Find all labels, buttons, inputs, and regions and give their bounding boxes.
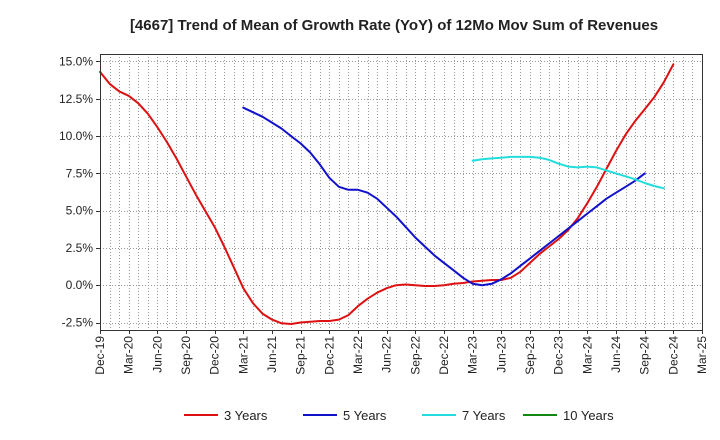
legend-label-5-years: 5 Years — [343, 408, 387, 423]
x-tick-label: Jun-23 — [494, 336, 508, 373]
x-tick-label: Dec-19 — [93, 336, 107, 375]
chart-title: [4667] Trend of Mean of Growth Rate (YoY… — [130, 17, 658, 34]
x-tick-label: Mar-25 — [695, 336, 709, 374]
y-tick-label: 5.0% — [66, 204, 94, 218]
x-tick-label: Jun-22 — [380, 336, 394, 373]
x-tick-label: Mar-20 — [122, 336, 136, 374]
x-tick-label: Jun-20 — [150, 336, 164, 373]
y-tick-label: 10.0% — [59, 129, 93, 143]
legend-label-7-years: 7 Years — [462, 408, 506, 423]
x-tick-label: Dec-21 — [322, 336, 336, 375]
x-tick-label: Sep-21 — [294, 336, 308, 375]
y-tick-label: 2.5% — [66, 241, 94, 255]
y-tick-label: -2.5% — [62, 316, 94, 330]
legend-label-3-years: 3 Years — [224, 408, 268, 423]
series-line-5-years — [242, 106, 646, 287]
y-tick-label: 12.5% — [59, 92, 93, 106]
y-tick-label: 7.5% — [66, 166, 94, 180]
series-line-3-years — [99, 63, 675, 325]
x-tick-label: Jun-24 — [609, 336, 623, 373]
x-tick-label: Dec-20 — [208, 336, 222, 375]
x-tick-label: Sep-22 — [408, 336, 422, 375]
x-tick-label: Mar-24 — [580, 336, 594, 374]
legend-label-10-years: 10 Years — [563, 408, 614, 423]
x-tick-label: Sep-20 — [179, 336, 193, 375]
x-tick-label: Sep-24 — [638, 336, 652, 375]
x-tick-label: Dec-24 — [666, 336, 680, 375]
y-axis: -2.5% 0.0% 2.5% 5.0% 7.5% 10.0% 12.5% 15.0% — [59, 54, 100, 330]
legend: 3 Years 5 Years 7 Years 10 Years — [184, 408, 614, 423]
x-tick-label: Mar-23 — [466, 336, 480, 374]
x-tick-label: Mar-22 — [351, 336, 365, 374]
y-tick-label: 15.0% — [59, 54, 93, 68]
x-tick-label: Mar-21 — [236, 336, 250, 374]
x-tick-label: Sep-23 — [523, 336, 537, 375]
y-tick-label: 0.0% — [66, 278, 94, 292]
x-tick-label: Dec-22 — [437, 336, 451, 375]
data-series — [99, 63, 675, 325]
x-tick-label: Jun-21 — [265, 336, 279, 373]
grid-lines — [100, 54, 702, 330]
x-axis: Dec-19 Mar-20 Jun-20 Sep-20 Dec-20 Mar-21 Jun-… — [93, 330, 709, 375]
plot-area-frame — [100, 54, 703, 331]
x-tick-label: Dec-23 — [552, 336, 566, 375]
series-line-7-years — [471, 155, 665, 190]
